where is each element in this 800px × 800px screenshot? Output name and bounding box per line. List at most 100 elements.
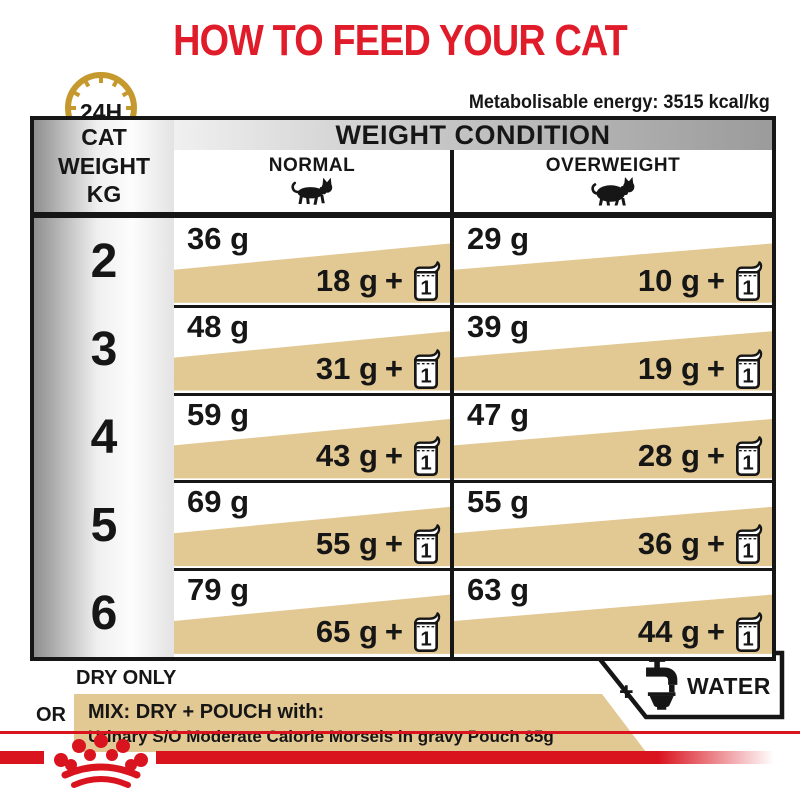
mix-amount: 19 g [637, 350, 700, 386]
normal-label: NORMAL [268, 155, 356, 176]
pouch-icon [732, 348, 764, 390]
mix-legend-bar: MIX: DRY + POUCH with: Urinary S/O Moder… [74, 694, 646, 752]
dry-amount: 79 g [187, 572, 250, 608]
header-divider-line [34, 212, 772, 218]
mix-amount: 28 g [637, 438, 700, 474]
royal-canin-crown-logo [54, 734, 148, 788]
or-label: OR [36, 704, 66, 726]
mix-amount: 55 g [315, 526, 378, 562]
column-header-overweight: OVERWEIGHT [454, 150, 772, 212]
mix-amount: 10 g [637, 262, 700, 298]
pouch-icon [410, 611, 442, 653]
pouch-icon [410, 435, 442, 477]
mix-amount: 18 g [315, 262, 378, 298]
water-plus-sign: + [619, 678, 634, 706]
dry-amount: 63 g [467, 572, 530, 608]
mix-amount: 44 g [637, 613, 700, 649]
cat-weight-value: 2 [90, 235, 118, 289]
plus-sign: + [384, 438, 403, 474]
pouch-icon [410, 260, 442, 302]
plus-sign: + [384, 262, 403, 298]
table-row: 6 79 g 65 g + 63 g 44 g + [34, 568, 772, 657]
column-header-normal: NORMAL [174, 150, 450, 212]
mix-amount-row: 44 g + [638, 611, 764, 653]
dry-amount: 36 g [187, 221, 250, 256]
fat-cat-icon [591, 177, 635, 206]
slim-cat-icon [291, 177, 333, 205]
cell-overweight: 63 g 44 g + [454, 569, 772, 657]
corner-line-2: WEIGHT [58, 152, 150, 179]
cell-normal: 36 g 18 g + [174, 218, 450, 306]
overweight-label: OVERWEIGHT [545, 155, 681, 176]
mix-legend-title: MIX: DRY + POUCH with: [88, 701, 325, 723]
mix-amount-row: 28 g + [638, 435, 764, 477]
page-title: HOW TO FEED YOUR CAT [173, 16, 628, 65]
plus-sign: + [706, 613, 725, 649]
mix-amount: 43 g [315, 438, 378, 474]
weight-column-background [34, 120, 174, 657]
table-row: 4 59 g 43 g + 47 g 28 g + [34, 392, 772, 482]
dry-amount: 69 g [187, 484, 250, 520]
plus-sign: + [384, 350, 403, 386]
table-row: 3 48 g 31 g + 39 g 19 g + [34, 304, 772, 394]
pouch-icon [732, 611, 764, 653]
corner-line-3: KG [86, 181, 122, 208]
weight-condition-header: WEIGHT CONDITION [174, 120, 772, 150]
cell-overweight: 29 g 10 g + [454, 218, 772, 306]
mix-amount-row: 19 g + [638, 348, 764, 390]
corner-line-1: CAT [81, 124, 127, 150]
water-label: WATER [687, 673, 771, 699]
table-rows: 2 36 g 18 g + 29 g 10 g + [34, 218, 772, 657]
column-divider-line [450, 150, 454, 657]
bottom-red-bar-left [0, 751, 44, 764]
water-tap-icon [646, 658, 678, 710]
plus-sign: + [706, 526, 725, 562]
plus-sign: + [706, 350, 725, 386]
plus-sign: + [706, 438, 725, 474]
mix-legend-detail: Urinary S/O Moderate Calorie Morsels in … [88, 727, 554, 746]
dry-amount: 59 g [187, 396, 250, 432]
pouch-icon [732, 260, 764, 302]
dry-only-label: DRY ONLY [76, 667, 177, 689]
mix-amount-row: 55 g + [316, 523, 442, 565]
mix-amount-row: 43 g + [316, 435, 442, 477]
cat-weight-value: 6 [90, 586, 118, 640]
cat-weight-header: CAT WEIGHT KG [34, 123, 174, 209]
cell-overweight: 39 g 19 g + [454, 306, 772, 394]
cell-normal: 59 g 43 g + [174, 394, 450, 482]
cell-overweight: 55 g 36 g + [454, 481, 772, 569]
cell-normal: 79 g 65 g + [174, 569, 450, 657]
cat-weight-value: 5 [90, 498, 118, 552]
dry-amount: 39 g [467, 308, 530, 344]
mix-amount-row: 36 g + [638, 523, 764, 565]
water-callout: + WATER [583, 650, 787, 722]
cell-normal: 48 g 31 g + [174, 306, 450, 394]
table-row: 5 69 g 55 g + 55 g 36 g + [34, 480, 772, 569]
dry-amount: 55 g [467, 484, 530, 520]
cat-weight-value: 4 [90, 410, 118, 464]
bottom-red-bar-right [156, 751, 800, 764]
dry-amount: 48 g [187, 308, 250, 344]
mix-amount: 36 g [637, 526, 700, 562]
plus-sign: + [706, 262, 725, 298]
energy-note: Metabolisable energy: 3515 kcal/kg [469, 92, 770, 113]
mix-amount-row: 18 g + [316, 260, 442, 302]
bottom-thin-red-line [0, 731, 800, 734]
plus-sign: + [384, 526, 403, 562]
dry-amount: 29 g [467, 221, 530, 256]
pouch-icon [410, 348, 442, 390]
cat-weight-value: 3 [90, 323, 118, 377]
mix-amount-row: 65 g + [316, 611, 442, 653]
plus-sign: + [384, 613, 403, 649]
dry-amount: 47 g [467, 396, 530, 432]
pouch-icon [410, 523, 442, 565]
mix-amount-row: 10 g + [638, 260, 764, 302]
mix-amount-row: 31 g + [316, 348, 442, 390]
mix-amount: 65 g [315, 613, 378, 649]
feeding-table: CAT WEIGHT KG WEIGHT CONDITION NORMAL OV… [30, 116, 776, 661]
cell-normal: 69 g 55 g + [174, 481, 450, 569]
mix-amount: 31 g [315, 350, 378, 386]
cell-overweight: 47 g 28 g + [454, 394, 772, 482]
table-row: 2 36 g 18 g + 29 g 10 g + [34, 218, 772, 306]
pouch-icon [732, 523, 764, 565]
